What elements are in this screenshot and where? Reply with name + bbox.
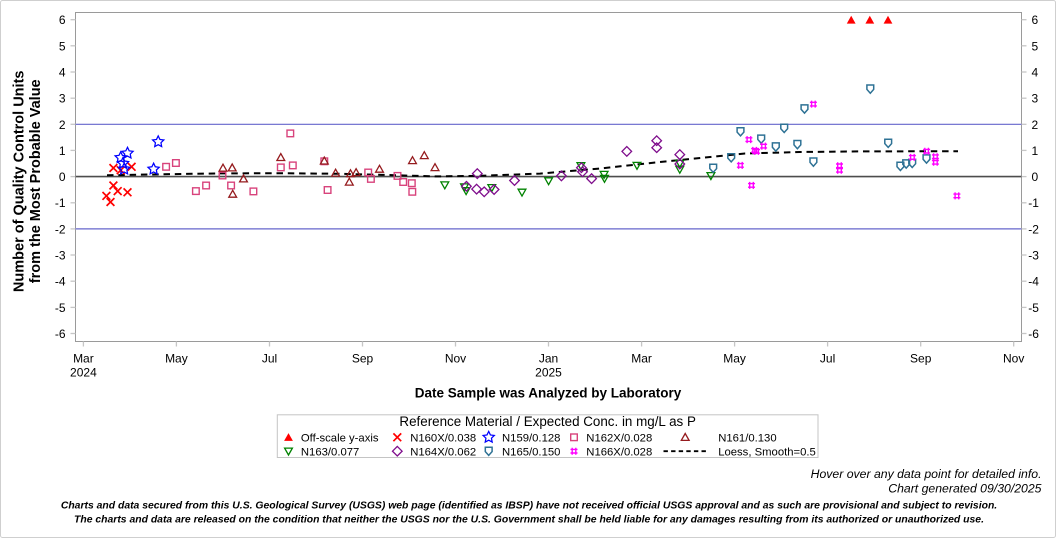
svg-text:Sep: Sep xyxy=(352,352,374,366)
svg-text:Number of Quality Control Unit: Number of Quality Control Units xyxy=(12,71,28,293)
svg-text:Chart generated 09/30/2025: Chart generated 09/30/2025 xyxy=(888,482,1041,496)
svg-text:Nov: Nov xyxy=(1003,352,1024,366)
svg-text:Nov: Nov xyxy=(445,352,466,366)
svg-text:-6: -6 xyxy=(1028,327,1039,341)
svg-text:May: May xyxy=(723,352,746,366)
svg-text:-2: -2 xyxy=(1028,222,1039,236)
svg-text:Jul: Jul xyxy=(262,352,277,366)
svg-text:2: 2 xyxy=(59,118,66,132)
svg-text:-4: -4 xyxy=(55,275,66,289)
svg-text:0: 0 xyxy=(1032,170,1039,184)
svg-text:N164X/0.062: N164X/0.062 xyxy=(410,446,476,458)
svg-text:The charts and data are releas: The charts and data are released on the … xyxy=(74,514,984,525)
svg-text:N165/0.150: N165/0.150 xyxy=(502,446,560,458)
svg-text:N162X/0.028: N162X/0.028 xyxy=(586,433,652,445)
svg-text:1: 1 xyxy=(59,144,66,158)
svg-text:Off-scale y-axis: Off-scale y-axis xyxy=(301,433,379,445)
svg-text:-6: -6 xyxy=(55,327,66,341)
svg-text:Loess, Smooth=0.5: Loess, Smooth=0.5 xyxy=(718,446,816,458)
svg-text:Jul: Jul xyxy=(820,352,835,366)
svg-text:-4: -4 xyxy=(1028,275,1039,289)
svg-text:2025: 2025 xyxy=(535,366,562,380)
svg-text:N159/0.128: N159/0.128 xyxy=(502,433,560,445)
svg-text:Reference Material / Expected: Reference Material / Expected Conc. in m… xyxy=(399,414,696,429)
svg-text:-3: -3 xyxy=(55,249,66,263)
svg-text:5: 5 xyxy=(59,39,66,53)
svg-text:1: 1 xyxy=(1032,144,1039,158)
svg-text:4: 4 xyxy=(1032,66,1039,80)
svg-text:2: 2 xyxy=(1032,118,1039,132)
svg-text:from the Most Probable Value: from the Most Probable Value xyxy=(28,79,44,283)
svg-text:-2: -2 xyxy=(55,222,66,236)
svg-text:Mar: Mar xyxy=(73,352,94,366)
svg-text:6: 6 xyxy=(1032,13,1039,27)
svg-text:5: 5 xyxy=(1032,39,1039,53)
svg-text:-5: -5 xyxy=(55,301,66,315)
svg-text:6: 6 xyxy=(59,13,66,27)
svg-text:Date Sample was Analyzed by La: Date Sample was Analyzed by Laboratory xyxy=(415,386,682,401)
svg-text:N160X/0.038: N160X/0.038 xyxy=(410,433,476,445)
svg-text:N161/0.130: N161/0.130 xyxy=(718,433,776,445)
svg-text:0: 0 xyxy=(59,170,66,184)
svg-text:3: 3 xyxy=(1032,92,1039,106)
svg-text:Jan: Jan xyxy=(539,352,558,366)
svg-text:-1: -1 xyxy=(1028,196,1039,210)
svg-text:May: May xyxy=(165,352,188,366)
svg-text:-3: -3 xyxy=(1028,249,1039,263)
svg-text:Sep: Sep xyxy=(910,352,932,366)
svg-text:2024: 2024 xyxy=(70,366,97,380)
svg-text:N163/0.077: N163/0.077 xyxy=(301,446,359,458)
svg-text:4: 4 xyxy=(59,66,66,80)
svg-text:Hover over any data point for: Hover over any data point for detailed i… xyxy=(811,467,1042,481)
svg-text:3: 3 xyxy=(59,92,66,106)
svg-text:-5: -5 xyxy=(1028,301,1039,315)
svg-text:N166X/0.028: N166X/0.028 xyxy=(586,446,652,458)
svg-text:-1: -1 xyxy=(55,196,66,210)
svg-text:Charts and data secured from t: Charts and data secured from this U.S. G… xyxy=(61,500,997,511)
svg-text:Mar: Mar xyxy=(631,352,652,366)
